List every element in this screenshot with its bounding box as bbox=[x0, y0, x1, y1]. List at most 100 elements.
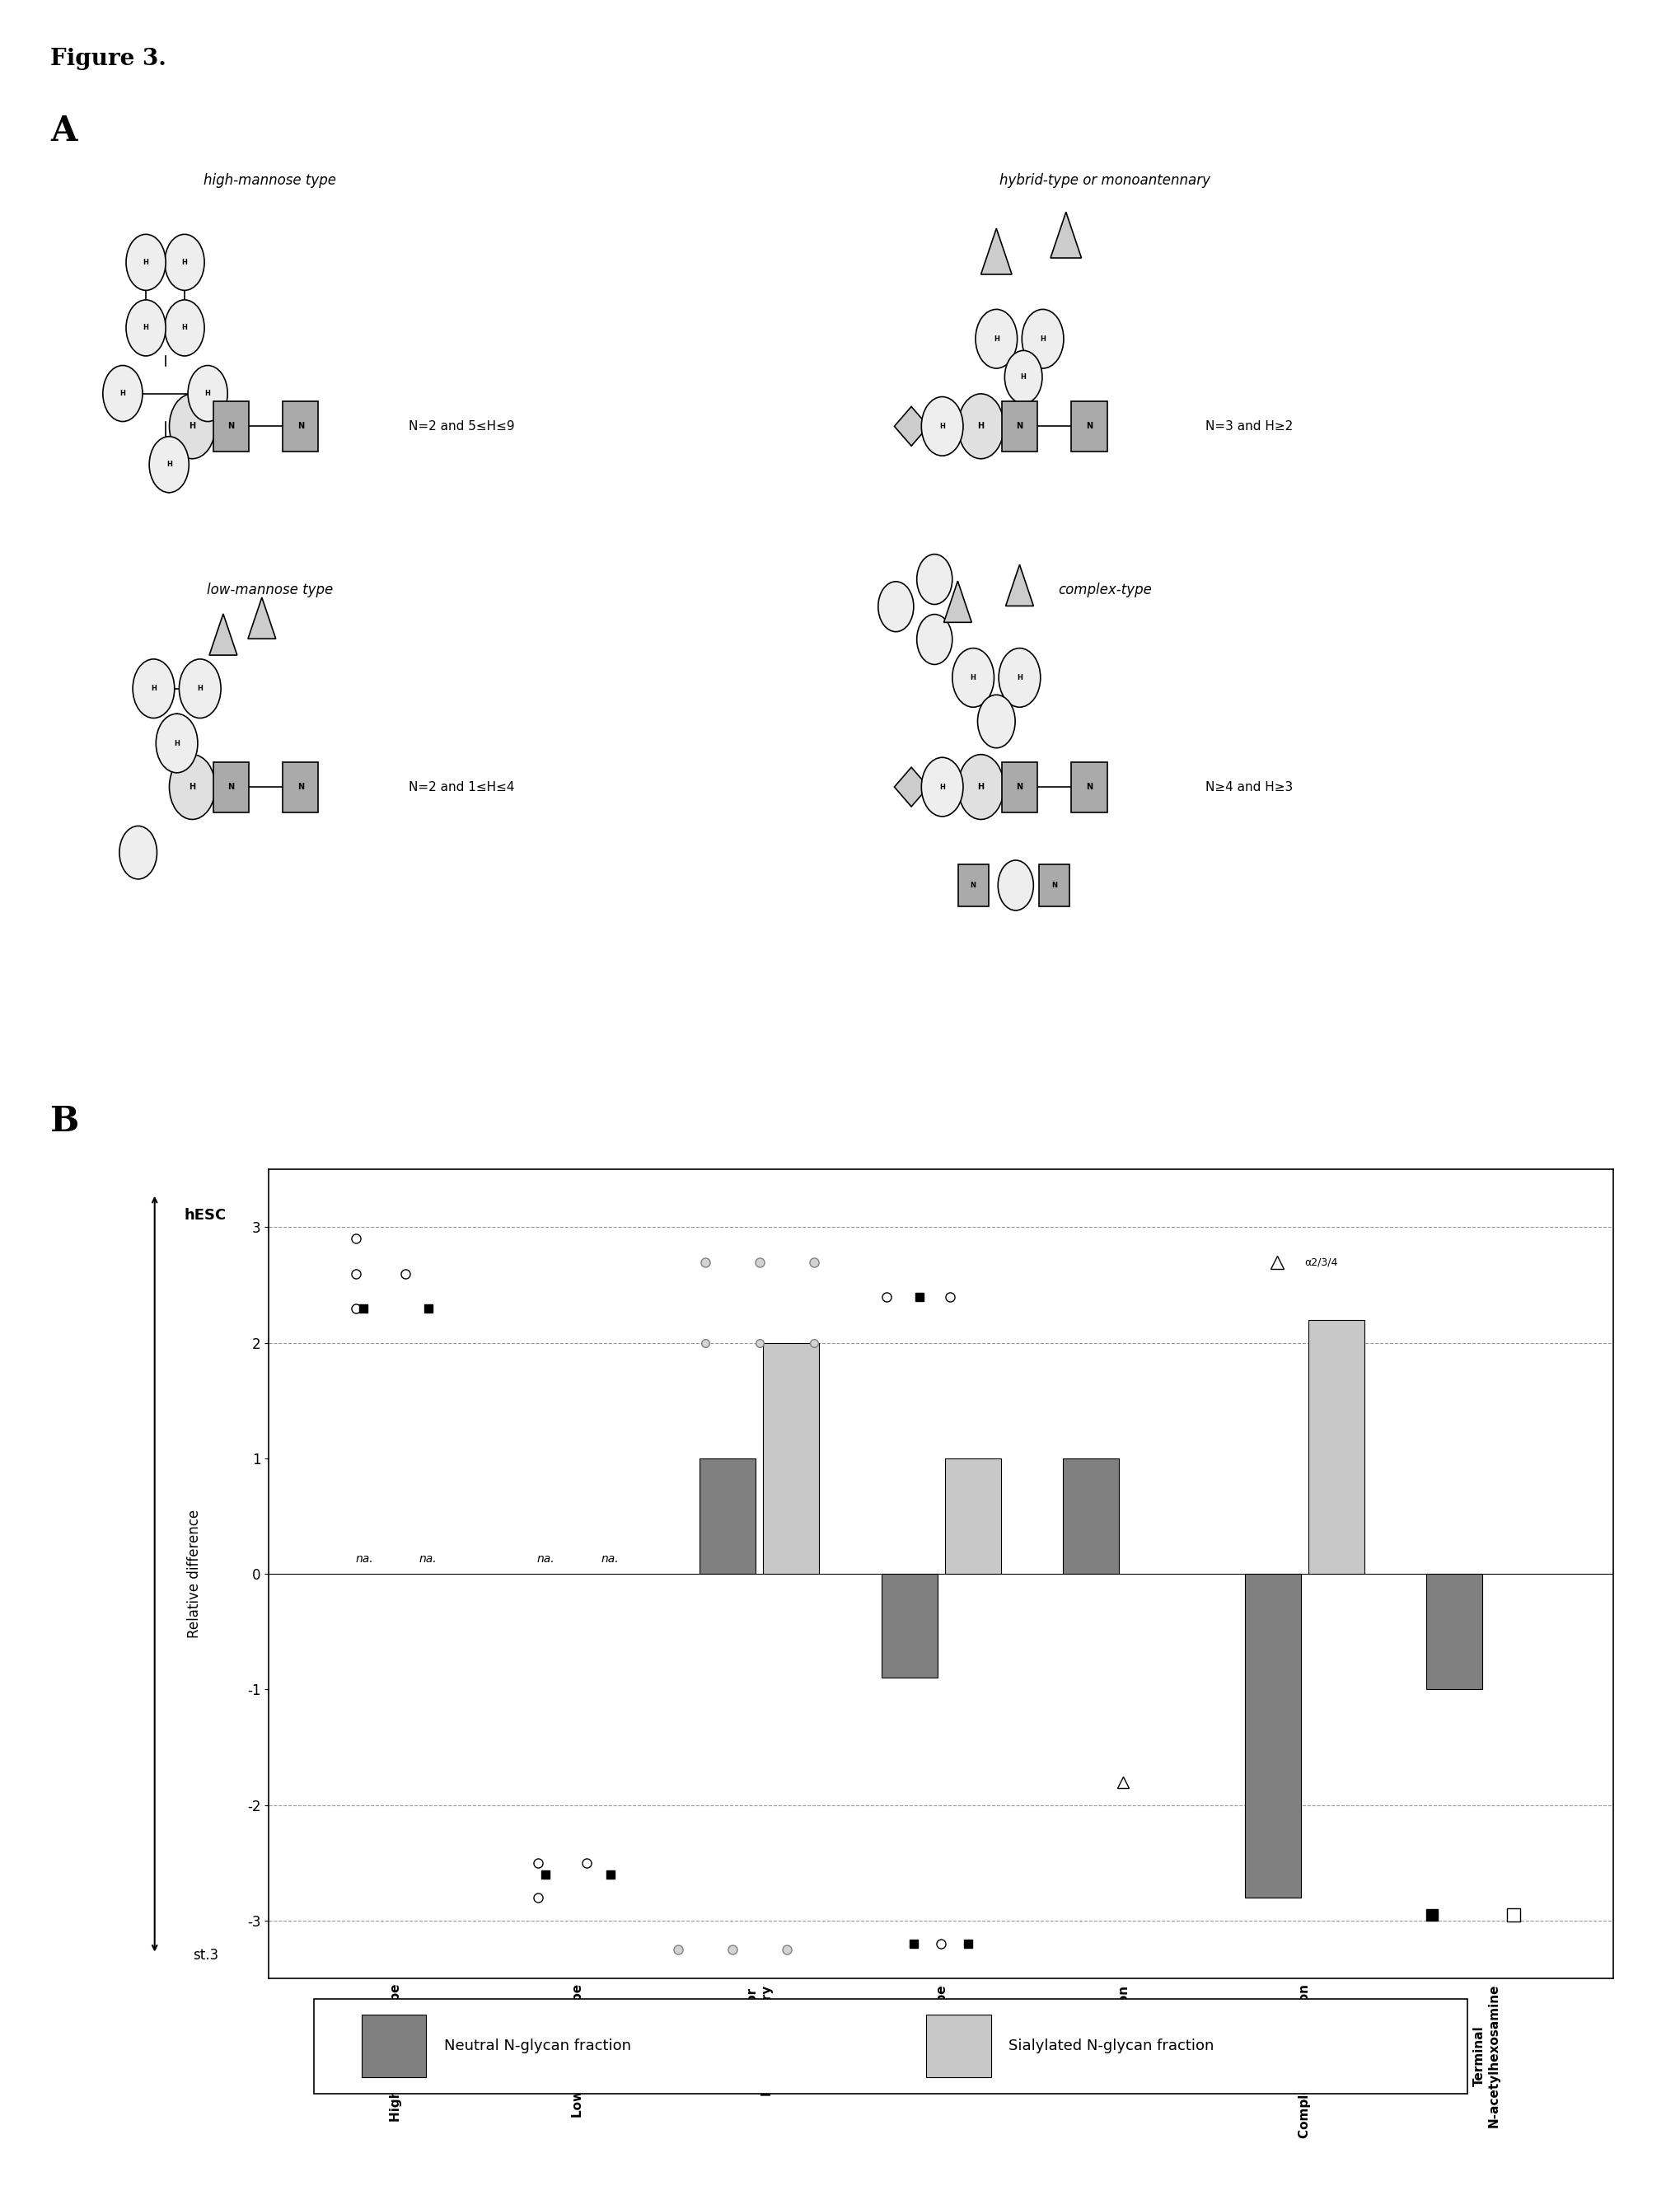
Text: H: H bbox=[119, 389, 126, 398]
Bar bbox=[763, 1342, 818, 1574]
Text: H: H bbox=[205, 389, 210, 398]
Circle shape bbox=[156, 713, 198, 772]
Circle shape bbox=[126, 299, 166, 356]
Text: N: N bbox=[297, 783, 304, 791]
Bar bbox=[213, 761, 249, 811]
Text: H: H bbox=[166, 461, 171, 468]
Text: α2/3/4: α2/3/4 bbox=[1304, 1257, 1337, 1268]
Text: H: H bbox=[197, 684, 203, 693]
Text: A: A bbox=[50, 114, 77, 149]
Circle shape bbox=[165, 299, 205, 356]
Bar bbox=[1001, 402, 1037, 453]
Circle shape bbox=[126, 234, 166, 291]
Text: N: N bbox=[1085, 422, 1092, 431]
Bar bbox=[958, 863, 988, 907]
Circle shape bbox=[877, 581, 914, 632]
Polygon shape bbox=[1005, 564, 1033, 606]
Circle shape bbox=[102, 365, 143, 422]
Circle shape bbox=[974, 308, 1016, 369]
Bar bbox=[1070, 761, 1107, 811]
Text: N: N bbox=[1052, 881, 1057, 890]
Text: H: H bbox=[188, 783, 195, 791]
Circle shape bbox=[170, 754, 215, 820]
Polygon shape bbox=[981, 227, 1011, 275]
Text: H: H bbox=[969, 673, 976, 682]
Circle shape bbox=[150, 437, 188, 492]
Text: Figure 3.: Figure 3. bbox=[50, 48, 166, 70]
Bar bbox=[1426, 1574, 1482, 1690]
Bar bbox=[1245, 1574, 1300, 1897]
Circle shape bbox=[998, 861, 1033, 909]
Text: na.: na. bbox=[600, 1552, 618, 1565]
Circle shape bbox=[958, 393, 1003, 459]
Text: N: N bbox=[227, 783, 234, 791]
Bar bbox=[1070, 402, 1107, 453]
Text: H: H bbox=[1040, 334, 1045, 343]
Bar bbox=[282, 402, 318, 453]
Text: N: N bbox=[1016, 422, 1023, 431]
Text: na.: na. bbox=[354, 1552, 373, 1565]
Circle shape bbox=[916, 555, 953, 603]
Circle shape bbox=[916, 614, 953, 665]
Text: N: N bbox=[969, 881, 976, 890]
Text: H: H bbox=[181, 258, 186, 267]
Text: N=2 and 5≤H≤9: N=2 and 5≤H≤9 bbox=[408, 420, 514, 433]
Text: H: H bbox=[151, 684, 156, 693]
Polygon shape bbox=[894, 407, 927, 446]
Circle shape bbox=[1005, 350, 1042, 404]
Bar bbox=[361, 2015, 427, 2077]
Text: N: N bbox=[1016, 783, 1023, 791]
Bar bbox=[880, 1574, 937, 1679]
Text: high-mannose type: high-mannose type bbox=[203, 173, 336, 188]
Text: H: H bbox=[939, 783, 944, 791]
Text: B: B bbox=[50, 1104, 79, 1139]
Bar bbox=[1038, 863, 1068, 907]
Bar bbox=[926, 2015, 990, 2077]
Circle shape bbox=[133, 660, 175, 717]
Polygon shape bbox=[1050, 212, 1080, 258]
Text: H: H bbox=[978, 783, 984, 791]
Circle shape bbox=[170, 393, 215, 459]
Text: H: H bbox=[939, 422, 944, 431]
Text: H: H bbox=[1016, 673, 1021, 682]
Circle shape bbox=[1021, 308, 1063, 369]
Text: H: H bbox=[175, 739, 180, 748]
Circle shape bbox=[958, 754, 1003, 820]
Text: na.: na. bbox=[418, 1552, 437, 1565]
Bar bbox=[944, 1458, 1001, 1574]
Text: st.3: st.3 bbox=[193, 1948, 218, 1963]
Polygon shape bbox=[944, 581, 971, 623]
Text: H: H bbox=[181, 324, 186, 332]
Circle shape bbox=[188, 365, 227, 422]
Text: hESC: hESC bbox=[185, 1209, 227, 1224]
Bar bbox=[1063, 1458, 1119, 1574]
Circle shape bbox=[921, 759, 963, 815]
Text: N: N bbox=[227, 422, 234, 431]
Circle shape bbox=[165, 234, 205, 291]
Text: low-mannose type: low-mannose type bbox=[207, 584, 333, 597]
Bar bbox=[699, 1458, 756, 1574]
Polygon shape bbox=[210, 614, 237, 656]
Text: H: H bbox=[993, 334, 998, 343]
Circle shape bbox=[953, 647, 993, 706]
Text: Neutral N-glycan fraction: Neutral N-glycan fraction bbox=[444, 2040, 630, 2053]
Text: N=3 and H≥2: N=3 and H≥2 bbox=[1205, 420, 1292, 433]
Text: H: H bbox=[143, 258, 148, 267]
Text: Sialylated N-glycan fraction: Sialylated N-glycan fraction bbox=[1008, 2040, 1213, 2053]
Text: N≥4 and H≥3: N≥4 and H≥3 bbox=[1205, 780, 1292, 794]
Circle shape bbox=[119, 826, 156, 879]
Text: N: N bbox=[297, 422, 304, 431]
Bar bbox=[1307, 1320, 1364, 1574]
Text: H: H bbox=[188, 422, 195, 431]
Polygon shape bbox=[249, 597, 276, 638]
Circle shape bbox=[998, 647, 1040, 706]
Bar bbox=[282, 761, 318, 811]
Text: complex-type: complex-type bbox=[1057, 584, 1151, 597]
Polygon shape bbox=[894, 767, 927, 807]
Circle shape bbox=[978, 695, 1015, 748]
Text: H: H bbox=[143, 324, 148, 332]
Circle shape bbox=[921, 396, 963, 457]
Circle shape bbox=[180, 660, 220, 717]
Text: N: N bbox=[1085, 783, 1092, 791]
Text: H: H bbox=[1020, 374, 1026, 380]
